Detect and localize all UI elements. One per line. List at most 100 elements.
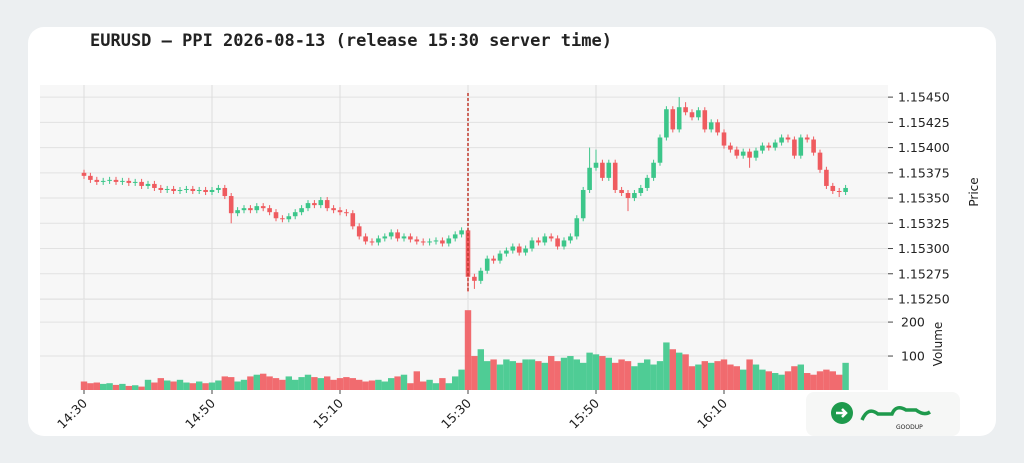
- volume-bar: [733, 366, 740, 390]
- candle-body: [510, 246, 516, 251]
- volume-bar: [714, 361, 721, 390]
- y-tick-label: 1.15300: [898, 241, 950, 256]
- volume-bar: [669, 349, 676, 390]
- candle-body: [363, 236, 368, 242]
- candle-body: [504, 250, 509, 254]
- candle-body: [472, 276, 477, 281]
- volume-bar: [452, 376, 459, 390]
- candle-body: [241, 208, 247, 211]
- volume-bar: [119, 383, 126, 390]
- volume-bar: [253, 374, 260, 390]
- volume-bar: [797, 364, 804, 390]
- candle-body: [766, 145, 772, 148]
- volume-bar: [836, 374, 843, 390]
- y-axis-label: Price: [967, 177, 981, 206]
- volume-bar: [285, 376, 292, 390]
- candle-body: [529, 240, 535, 249]
- candle-body: [747, 151, 752, 158]
- candle-body: [94, 179, 100, 182]
- candle-body: [81, 172, 87, 176]
- candle-body: [606, 162, 612, 178]
- candle-body: [216, 187, 221, 190]
- volume-bar: [221, 376, 228, 390]
- candle-body: [612, 162, 618, 190]
- volume-bar: [343, 377, 350, 390]
- volume-bar: [535, 361, 542, 390]
- candle-body: [388, 232, 394, 237]
- volume-bar: [106, 383, 113, 390]
- volume-bar: [176, 379, 184, 390]
- candle-body: [580, 189, 586, 219]
- candle-body: [164, 188, 170, 190]
- candle-body: [657, 137, 663, 163]
- volume-bar: [580, 362, 587, 390]
- candle-body: [190, 188, 196, 191]
- volume-bar: [87, 383, 94, 390]
- volume-bar: [644, 359, 651, 390]
- candle-body: [318, 200, 324, 206]
- volume-bar: [772, 373, 779, 390]
- volume-bar: [484, 361, 491, 390]
- volume-bar: [631, 366, 638, 390]
- volume-bar: [605, 357, 612, 390]
- volume-bar: [778, 374, 785, 390]
- volume-axis-label: Volume: [931, 322, 945, 367]
- volume-bar: [138, 386, 145, 390]
- volume-bar: [612, 362, 619, 390]
- candle-body: [376, 238, 381, 243]
- volume-bar: [240, 379, 248, 390]
- candle-body: [331, 208, 336, 211]
- volume-bar: [695, 364, 702, 390]
- candle-body: [427, 241, 432, 243]
- volume-tick-label: 100: [901, 349, 925, 364]
- volume-bar: [151, 382, 158, 390]
- candle-body: [644, 177, 650, 188]
- candle-body: [670, 109, 676, 130]
- candle-body: [139, 181, 144, 186]
- candle-body: [107, 179, 112, 181]
- volume-bar: [368, 380, 376, 390]
- volume-bar: [400, 374, 408, 390]
- volume-bar: [759, 369, 766, 390]
- volume-bar: [823, 369, 830, 390]
- candle-body: [369, 241, 375, 243]
- volume-bar: [496, 364, 504, 390]
- volume-bar: [676, 352, 683, 390]
- candle-body: [478, 270, 484, 281]
- candle-body: [113, 179, 119, 182]
- candle-body: [248, 208, 253, 211]
- candle-body: [459, 230, 464, 235]
- volume-bar: [330, 379, 337, 390]
- candle-body: [548, 236, 554, 239]
- candle-body: [574, 218, 580, 237]
- candle-body: [760, 145, 765, 151]
- volume-bar: [746, 359, 753, 390]
- candle-body: [420, 241, 426, 243]
- volume-bar: [503, 359, 510, 390]
- volume-bar: [183, 382, 190, 390]
- candle-body: [228, 196, 234, 214]
- candle-body: [619, 189, 624, 194]
- volume-bar: [144, 379, 152, 390]
- price-panel: [40, 85, 888, 299]
- volume-bar: [247, 376, 254, 390]
- volume-bar: [554, 361, 561, 390]
- candle-body: [414, 239, 420, 242]
- candle-body: [676, 107, 682, 130]
- volume-bar: [266, 376, 273, 390]
- volume-bar: [522, 359, 529, 390]
- volume-bar: [624, 361, 632, 390]
- logo-arrow: [836, 408, 848, 418]
- candle-body: [779, 137, 784, 143]
- candle-body: [484, 258, 490, 271]
- candle-body: [452, 234, 458, 239]
- candle-body: [593, 162, 599, 168]
- candle-body: [382, 236, 388, 239]
- candle-body: [440, 240, 445, 244]
- volume-bar: [426, 379, 433, 390]
- candle-body: [785, 137, 791, 140]
- volume-bar: [688, 366, 696, 390]
- candle-body: [843, 187, 848, 192]
- candle-body: [408, 236, 413, 240]
